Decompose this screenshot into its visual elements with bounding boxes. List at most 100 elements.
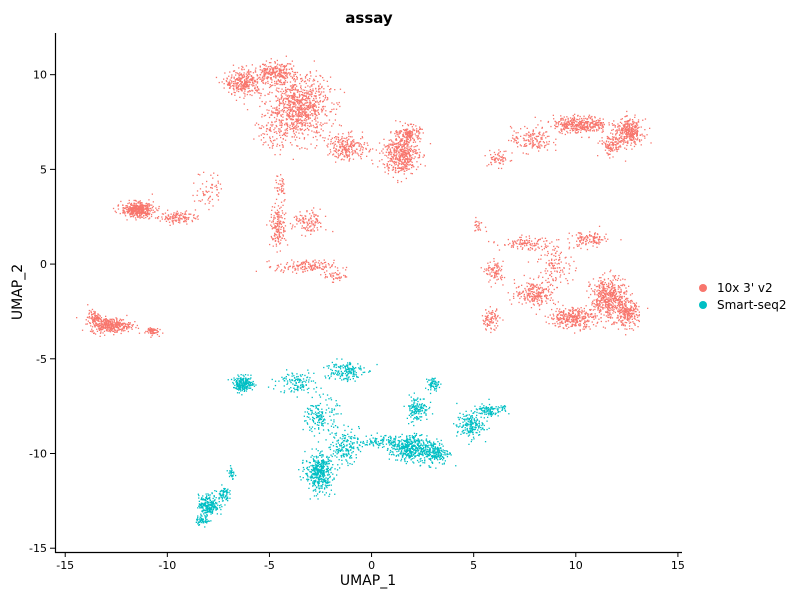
data-point (304, 89, 306, 91)
data-point (335, 138, 338, 140)
data-point (288, 106, 291, 108)
data-point (296, 124, 298, 126)
data-point (261, 125, 263, 127)
data-point (138, 205, 140, 208)
data-point (335, 148, 337, 150)
data-point (414, 156, 416, 158)
data-point (321, 106, 324, 108)
data-point (122, 204, 124, 206)
data-point (276, 222, 278, 225)
data-point (630, 142, 633, 144)
data-point (276, 112, 278, 114)
data-point (94, 316, 96, 318)
data-point (284, 92, 287, 94)
data-point (554, 124, 556, 126)
data-point (287, 109, 290, 111)
data-point (407, 132, 410, 134)
data-point (304, 86, 307, 88)
data-point (149, 217, 151, 219)
data-point (360, 153, 362, 156)
data-point (583, 119, 585, 121)
data-point (634, 129, 636, 131)
data-point (284, 80, 287, 82)
data-point (615, 147, 617, 149)
data-point (572, 114, 574, 117)
data-point (601, 123, 603, 125)
data-point (547, 120, 550, 123)
data-point (237, 84, 239, 87)
data-point (276, 209, 279, 211)
data-point (528, 136, 530, 138)
data-point (407, 124, 410, 127)
data-point (321, 268, 323, 270)
data-point (255, 270, 257, 272)
data-point (408, 136, 410, 138)
data-point (248, 90, 251, 92)
data-point (300, 123, 302, 125)
data-point (311, 93, 313, 95)
data-point (623, 126, 625, 128)
data-point (403, 144, 405, 146)
data-point (415, 135, 417, 137)
data-point (292, 112, 294, 114)
data-point (592, 126, 595, 128)
data-point (630, 132, 632, 134)
data-point (109, 323, 111, 326)
data-point (275, 77, 277, 79)
data-point (534, 143, 536, 146)
data-point (335, 108, 338, 110)
data-point (153, 332, 155, 334)
data-point (292, 87, 294, 89)
data-point (223, 78, 225, 80)
data-point (640, 139, 643, 141)
data-point (301, 227, 303, 229)
data-point (247, 81, 249, 84)
data-point (271, 145, 274, 147)
data-point (101, 322, 103, 324)
data-point (617, 143, 619, 145)
data-point (339, 277, 341, 279)
data-point (133, 209, 135, 212)
data-point (308, 105, 310, 107)
data-point (294, 84, 296, 86)
data-point (283, 77, 285, 79)
data-point (210, 186, 212, 189)
data-point (400, 169, 402, 172)
data-point (309, 222, 311, 224)
data-point (302, 94, 304, 97)
data-point (245, 87, 247, 89)
data-point (541, 137, 543, 139)
data-point (208, 202, 210, 204)
data-point (331, 264, 334, 266)
data-point (246, 93, 248, 96)
data-point (579, 115, 581, 118)
data-point (332, 275, 335, 277)
data-point (276, 80, 278, 82)
data-point (283, 65, 286, 67)
data-point (297, 109, 299, 111)
data-point (348, 148, 350, 150)
data-point (248, 79, 251, 81)
data-point (301, 124, 304, 126)
data-point (246, 71, 248, 73)
data-point (415, 150, 417, 152)
data-point (150, 209, 153, 211)
data-point (129, 214, 131, 216)
data-point (294, 115, 296, 117)
data-point (410, 154, 412, 157)
data-point (228, 83, 230, 85)
data-point (340, 159, 342, 161)
data-point (95, 317, 97, 320)
data-point (555, 138, 557, 140)
data-point (312, 107, 314, 109)
data-point (144, 214, 147, 216)
data-point (533, 137, 536, 139)
data-point (325, 266, 327, 268)
data-point (171, 216, 173, 218)
data-point (353, 141, 355, 143)
data-point (594, 124, 596, 126)
data-point (312, 136, 314, 139)
data-point (179, 222, 181, 224)
data-point (281, 180, 283, 182)
data-point (311, 120, 313, 122)
